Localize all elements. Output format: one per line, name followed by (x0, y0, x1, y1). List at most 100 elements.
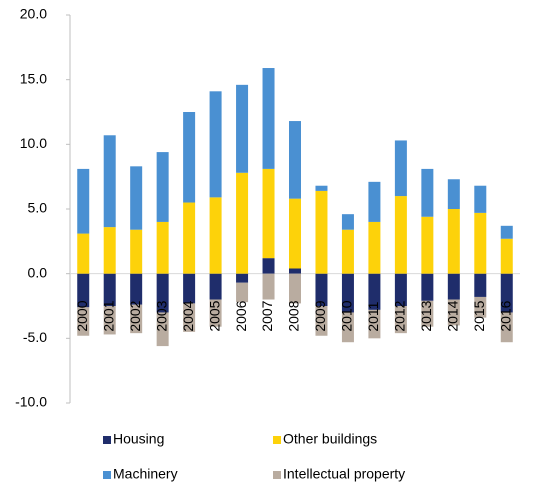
bar-segment (130, 229, 143, 274)
bar-segment (262, 273, 275, 300)
bar-segment (262, 168, 275, 259)
x-tick-label: 2010 (339, 300, 355, 331)
bar-segment (394, 306, 407, 334)
bar-segment (368, 181, 381, 222)
legend-label: Machinery (113, 466, 178, 482)
bar-segment (474, 273, 487, 297)
x-tick-label: 2013 (418, 300, 434, 331)
y-tick-label: -10.0 (15, 394, 47, 410)
y-tick-label: -5.0 (23, 329, 47, 345)
bar-segment (447, 209, 460, 274)
bar-segment (289, 268, 301, 274)
bar-segment (209, 299, 222, 327)
bar-segment (368, 221, 381, 274)
x-tick-label: 2006 (233, 300, 249, 331)
bar-segment (156, 273, 169, 313)
bar-segment (500, 225, 513, 239)
bar-segment (315, 273, 328, 306)
legend-swatch (103, 436, 111, 444)
bar-segment (183, 303, 196, 332)
legend-swatch (273, 471, 281, 479)
bar-segment (130, 166, 143, 230)
bar-segment (315, 185, 328, 191)
x-tick-label: 2016 (497, 300, 513, 331)
x-tick-label: 2011 (365, 301, 381, 331)
x-tick-label: 2007 (259, 300, 275, 331)
bar-segment (183, 112, 196, 203)
bar-segment (394, 196, 407, 274)
bar-segment (500, 312, 513, 343)
bar-segment (77, 307, 90, 336)
bar-segment (341, 312, 354, 343)
bar-segment (236, 273, 249, 283)
legend-label: Intellectual property (283, 466, 405, 482)
bar-segment (289, 198, 301, 269)
x-tick-label: 2015 (471, 300, 487, 331)
bar-segment (130, 273, 143, 305)
bar-segment (156, 221, 169, 274)
bar-segment (209, 91, 222, 198)
bar-segment (341, 273, 354, 313)
x-tick-label: 2004 (180, 300, 196, 331)
bar-segment (183, 273, 196, 304)
bar-segment (421, 168, 434, 217)
y-tick-label: 10.0 (20, 135, 47, 151)
legend-swatch (273, 436, 281, 444)
x-tick-label: 2001 (100, 300, 116, 331)
bar-segment (341, 214, 354, 230)
bar-segment (474, 296, 487, 318)
bar-segment (209, 273, 222, 300)
bar-segment (103, 273, 116, 306)
legend-label: Housing (113, 431, 164, 447)
x-tick-label: 2014 (445, 300, 461, 331)
bar-segment (500, 238, 513, 274)
x-tick-label: 2009 (312, 300, 328, 331)
bar-segment (77, 233, 90, 274)
x-tick-label: 2003 (153, 300, 169, 331)
bar-segment (236, 172, 249, 274)
bar-segment (236, 84, 249, 173)
bar-segment (474, 212, 487, 274)
bar-segment (262, 68, 275, 169)
legend-swatch (103, 471, 111, 479)
bar-segment (500, 273, 513, 313)
legend-label: Other buildings (283, 431, 377, 447)
bar-segment (289, 273, 301, 304)
bar-segment (262, 258, 275, 274)
bar-segment (474, 185, 487, 213)
bar-segment (315, 190, 328, 274)
bar-segment (77, 273, 90, 308)
bar-segment (156, 152, 169, 222)
bar-segment (341, 229, 354, 274)
bar-segment (368, 309, 381, 339)
bar-segment (77, 168, 90, 234)
x-tick-label: 2000 (74, 300, 90, 331)
y-tick-label: 0.0 (28, 264, 48, 280)
bar-segment (209, 197, 222, 274)
x-tick-label: 2002 (127, 300, 143, 331)
bar-segment (447, 299, 460, 326)
y-tick-label: 5.0 (28, 200, 48, 216)
bar-segment (289, 121, 301, 199)
x-tick-label: 2012 (392, 300, 408, 331)
y-tick-label: 20.0 (20, 6, 47, 22)
bar-segment (394, 273, 407, 306)
bar-segment (421, 273, 434, 301)
bar-segment (447, 273, 460, 300)
bar-segment (447, 179, 460, 209)
bar-segment (394, 140, 407, 197)
x-tick-label: 2005 (206, 300, 222, 331)
bar-segment (103, 227, 116, 274)
bar-segment (421, 300, 434, 327)
bar-segment (130, 304, 143, 334)
bar-segment (421, 216, 434, 274)
y-tick-label: 15.0 (20, 70, 47, 86)
bar-segment (103, 135, 116, 228)
bar-segment (368, 273, 381, 310)
bar-segment (236, 282, 249, 303)
bar-segment (183, 202, 196, 274)
bar-segment (156, 312, 169, 347)
x-tick-label: 2008 (286, 300, 302, 331)
bar-segment (315, 306, 328, 336)
